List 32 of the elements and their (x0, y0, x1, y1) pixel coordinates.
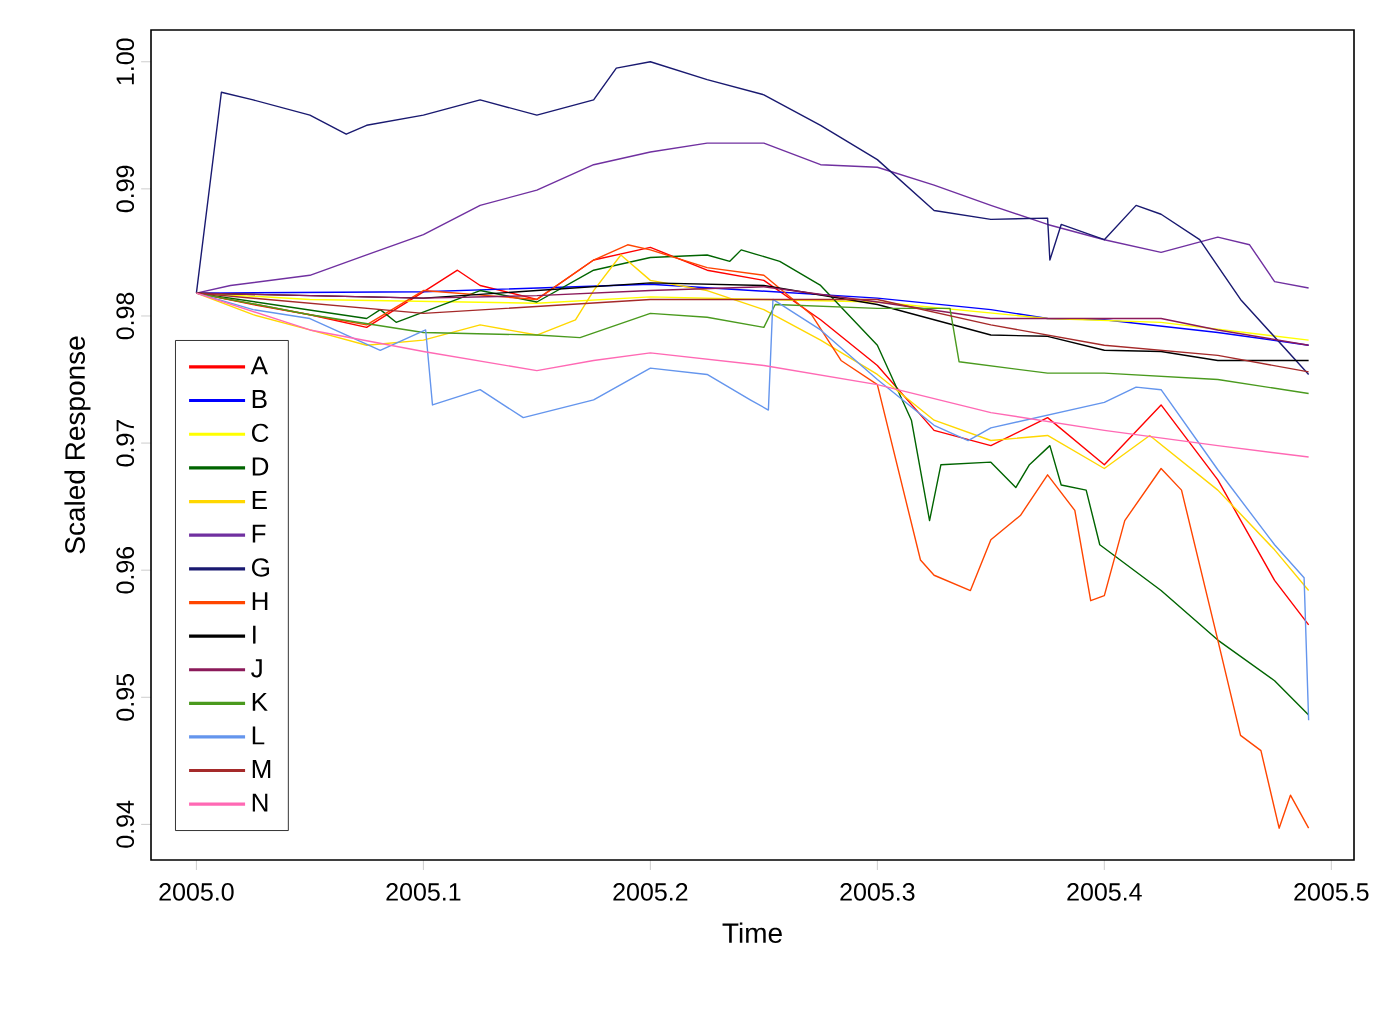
x-tick-label: 2005.1 (386, 883, 461, 901)
legend-label: E (252, 491, 267, 509)
legend-label: D (252, 457, 269, 476)
x-tick-label: 2005.4 (1067, 883, 1142, 901)
x-tick-label: 2005.2 (613, 883, 688, 901)
y-tick-label: 0.97 (116, 420, 135, 467)
legend-label: I (253, 625, 256, 644)
line-series (195, 292, 1310, 458)
legend-label: B (252, 390, 267, 408)
line-series (195, 61, 1310, 376)
y-tick-label: 0.99 (116, 165, 135, 213)
legend-label: N (252, 793, 268, 812)
legend-label: K (252, 692, 268, 711)
line-series (195, 292, 1310, 373)
legend-label: A (250, 356, 268, 375)
legend-label: C (251, 423, 269, 443)
x-tick-label: 2005.5 (1294, 883, 1369, 901)
legend-label: L (252, 726, 265, 745)
y-tick-label: 0.94 (116, 800, 135, 848)
y-tick-label: 1.00 (116, 38, 135, 85)
x-tick-label: 2005.0 (159, 883, 234, 901)
y-axis-title: Scaled Response (64, 336, 91, 554)
y-tick-label: 0.98 (116, 292, 135, 340)
x-axis-title: Time (722, 922, 782, 944)
y-tick-label: 0.95 (116, 674, 135, 721)
y-tick-label: 0.96 (116, 546, 135, 594)
legend-label: H (252, 592, 268, 611)
x-tick-label: 2005.3 (840, 883, 915, 901)
legend-label: G (251, 558, 269, 577)
legend-label: J (251, 659, 262, 678)
legend-label: F (252, 524, 266, 543)
legend-label: M (252, 760, 271, 778)
